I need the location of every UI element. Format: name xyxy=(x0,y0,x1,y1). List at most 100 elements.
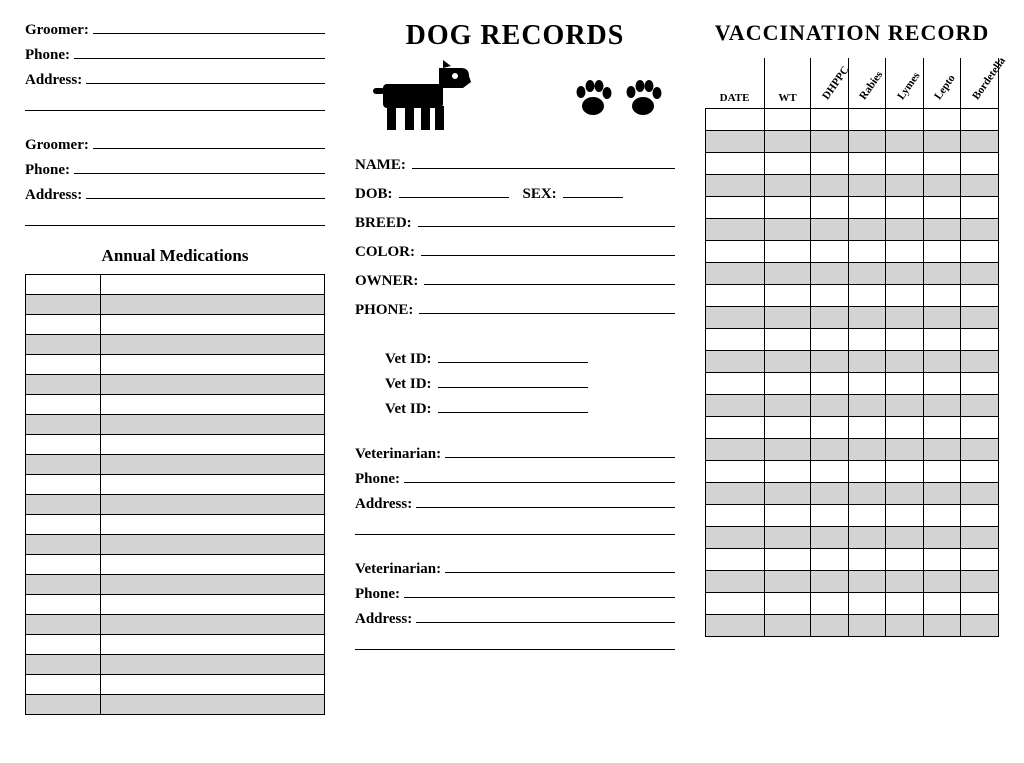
med-cell[interactable] xyxy=(100,375,324,395)
vacc-cell[interactable] xyxy=(923,196,961,218)
vacc-cell[interactable] xyxy=(706,526,765,548)
blank-line[interactable] xyxy=(445,559,675,573)
vacc-cell[interactable] xyxy=(764,570,811,592)
med-cell[interactable] xyxy=(26,515,101,535)
vacc-cell[interactable] xyxy=(961,548,999,570)
vacc-cell[interactable] xyxy=(886,460,924,482)
vacc-cell[interactable] xyxy=(811,372,849,394)
blank-line[interactable] xyxy=(74,45,325,59)
med-cell[interactable] xyxy=(26,455,101,475)
vacc-cell[interactable] xyxy=(923,482,961,504)
vacc-cell[interactable] xyxy=(764,240,811,262)
med-cell[interactable] xyxy=(26,275,101,295)
vacc-cell[interactable] xyxy=(764,482,811,504)
vacc-cell[interactable] xyxy=(811,504,849,526)
vacc-cell[interactable] xyxy=(848,350,886,372)
vacc-cell[interactable] xyxy=(811,196,849,218)
vacc-cell[interactable] xyxy=(848,482,886,504)
vacc-cell[interactable] xyxy=(848,460,886,482)
med-cell[interactable] xyxy=(26,295,101,315)
vacc-cell[interactable] xyxy=(961,504,999,526)
vacc-cell[interactable] xyxy=(923,240,961,262)
vacc-cell[interactable] xyxy=(961,306,999,328)
med-cell[interactable] xyxy=(100,295,324,315)
vacc-cell[interactable] xyxy=(886,504,924,526)
blank-line[interactable] xyxy=(438,374,588,388)
vacc-cell[interactable] xyxy=(923,350,961,372)
vacc-cell[interactable] xyxy=(764,438,811,460)
vacc-cell[interactable] xyxy=(923,174,961,196)
med-cell[interactable] xyxy=(26,375,101,395)
med-cell[interactable] xyxy=(26,495,101,515)
vacc-cell[interactable] xyxy=(886,570,924,592)
vacc-cell[interactable] xyxy=(886,108,924,130)
med-cell[interactable] xyxy=(100,515,324,535)
blank-line[interactable] xyxy=(416,494,675,508)
blank-line[interactable] xyxy=(412,155,675,169)
vacc-cell[interactable] xyxy=(811,394,849,416)
blank-line[interactable] xyxy=(563,184,623,198)
vacc-cell[interactable] xyxy=(764,108,811,130)
vacc-cell[interactable] xyxy=(706,482,765,504)
med-cell[interactable] xyxy=(26,315,101,335)
vacc-cell[interactable] xyxy=(923,570,961,592)
vacc-cell[interactable] xyxy=(848,526,886,548)
vacc-cell[interactable] xyxy=(764,526,811,548)
vacc-cell[interactable] xyxy=(706,372,765,394)
vacc-cell[interactable] xyxy=(886,306,924,328)
vacc-cell[interactable] xyxy=(706,438,765,460)
vacc-cell[interactable] xyxy=(886,394,924,416)
vacc-cell[interactable] xyxy=(886,350,924,372)
vacc-cell[interactable] xyxy=(848,592,886,614)
vacc-cell[interactable] xyxy=(923,460,961,482)
vacc-cell[interactable] xyxy=(848,262,886,284)
med-cell[interactable] xyxy=(100,335,324,355)
vacc-cell[interactable] xyxy=(923,504,961,526)
vacc-cell[interactable] xyxy=(706,284,765,306)
blank-line[interactable] xyxy=(445,444,675,458)
vacc-cell[interactable] xyxy=(848,328,886,350)
vacc-cell[interactable] xyxy=(811,350,849,372)
vacc-cell[interactable] xyxy=(764,592,811,614)
med-cell[interactable] xyxy=(100,495,324,515)
vacc-cell[interactable] xyxy=(923,306,961,328)
blank-line[interactable] xyxy=(93,20,325,34)
vacc-cell[interactable] xyxy=(848,438,886,460)
vacc-cell[interactable] xyxy=(848,570,886,592)
vacc-cell[interactable] xyxy=(923,548,961,570)
med-cell[interactable] xyxy=(100,435,324,455)
vacc-cell[interactable] xyxy=(923,108,961,130)
vacc-cell[interactable] xyxy=(706,262,765,284)
vacc-cell[interactable] xyxy=(706,504,765,526)
med-cell[interactable] xyxy=(26,395,101,415)
vacc-cell[interactable] xyxy=(764,130,811,152)
vacc-cell[interactable] xyxy=(961,460,999,482)
vacc-cell[interactable] xyxy=(811,328,849,350)
vacc-cell[interactable] xyxy=(706,570,765,592)
blank-line[interactable] xyxy=(418,213,675,227)
vacc-cell[interactable] xyxy=(886,328,924,350)
med-cell[interactable] xyxy=(26,595,101,615)
vacc-cell[interactable] xyxy=(961,570,999,592)
med-cell[interactable] xyxy=(100,275,324,295)
vacc-cell[interactable] xyxy=(848,504,886,526)
med-cell[interactable] xyxy=(100,355,324,375)
vacc-cell[interactable] xyxy=(848,108,886,130)
vacc-cell[interactable] xyxy=(961,526,999,548)
vacc-cell[interactable] xyxy=(923,526,961,548)
vacc-cell[interactable] xyxy=(764,548,811,570)
vacc-cell[interactable] xyxy=(923,394,961,416)
vacc-cell[interactable] xyxy=(886,262,924,284)
blank-line[interactable] xyxy=(438,399,588,413)
vacc-cell[interactable] xyxy=(848,614,886,636)
vacc-cell[interactable] xyxy=(848,548,886,570)
vacc-cell[interactable] xyxy=(764,328,811,350)
vacc-cell[interactable] xyxy=(848,152,886,174)
blank-line[interactable] xyxy=(25,210,325,226)
vacc-cell[interactable] xyxy=(706,196,765,218)
vacc-cell[interactable] xyxy=(811,218,849,240)
vacc-cell[interactable] xyxy=(706,614,765,636)
vacc-cell[interactable] xyxy=(848,284,886,306)
vacc-cell[interactable] xyxy=(961,614,999,636)
med-cell[interactable] xyxy=(100,415,324,435)
